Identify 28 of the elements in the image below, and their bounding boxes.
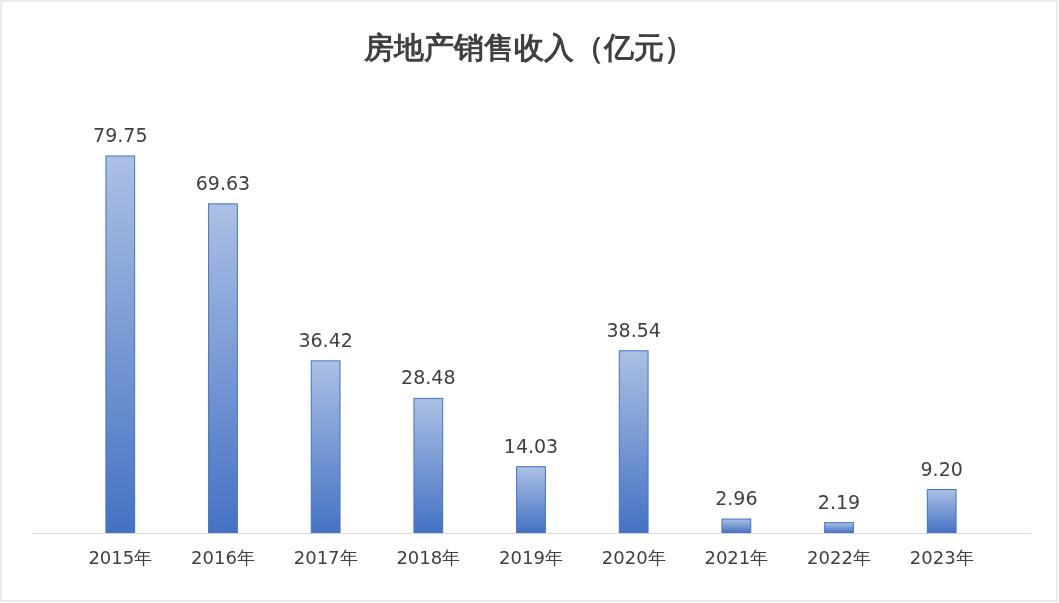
x-tick-label: 2019年 xyxy=(499,546,563,568)
data-label: 36.42 xyxy=(298,328,353,351)
bar xyxy=(926,489,957,534)
bar xyxy=(618,350,649,534)
data-label: 9.20 xyxy=(920,457,963,480)
bar xyxy=(413,397,444,534)
x-tick-label: 2016年 xyxy=(191,546,255,568)
data-label: 2.19 xyxy=(817,490,861,513)
x-tick-label: 2021年 xyxy=(704,546,769,568)
chart-title: 房地产销售收入（亿元） xyxy=(363,30,694,65)
data-label: 14.03 xyxy=(503,434,559,457)
bar xyxy=(516,466,546,534)
x-tick-label: 2015年 xyxy=(88,546,153,568)
x-tick-label: 2022年 xyxy=(807,546,871,568)
data-label: 79.75 xyxy=(93,124,148,146)
bar xyxy=(310,360,341,534)
x-tick-label: 2023年 xyxy=(909,546,974,568)
bar xyxy=(208,203,238,534)
bar xyxy=(824,522,854,534)
x-tick-label: 2020年 xyxy=(601,546,666,568)
x-tick-label: 2017年 xyxy=(293,546,358,568)
data-label: 28.48 xyxy=(401,366,456,389)
data-label: 38.54 xyxy=(606,318,661,341)
data-label: 2.96 xyxy=(715,487,758,510)
bar xyxy=(721,518,752,534)
data-label: 69.63 xyxy=(195,171,251,194)
bar xyxy=(105,155,136,534)
x-tick-label: 2018年 xyxy=(396,546,461,568)
